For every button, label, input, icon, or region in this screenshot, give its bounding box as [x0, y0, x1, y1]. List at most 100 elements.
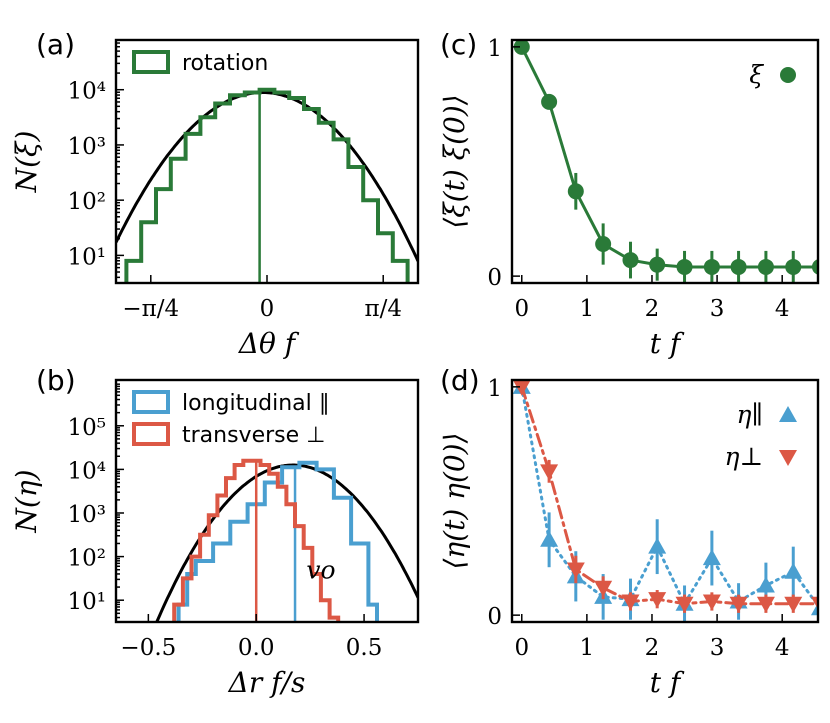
panel-label: (a): [36, 28, 75, 61]
legend-marker: [780, 67, 796, 83]
histogram-transverse ⊥: [172, 458, 341, 622]
y-tick-label: 10²: [68, 189, 107, 215]
y-tick-label: 10⁴: [68, 458, 107, 484]
data-point: [756, 596, 775, 613]
legend-label: transverse ⊥: [182, 423, 325, 448]
panel-3: (c) 0 1 0 1 2 3 4 t f ⟨ξ(t) ξ(0)⟩ ξ: [438, 28, 820, 360]
axes-frame: [510, 378, 820, 624]
x-tick-label: 4: [775, 296, 790, 322]
data-point: [540, 464, 559, 481]
data-point: [540, 530, 559, 547]
data-point: [702, 594, 721, 611]
x-axis-label: t f: [650, 666, 685, 699]
x-tick-label: 2: [645, 635, 660, 661]
x-tick-label: 0.0: [238, 635, 275, 661]
x-tick-label: 0: [514, 296, 529, 322]
data-point: [757, 258, 774, 275]
data-point: [595, 236, 612, 253]
plot-area: [512, 380, 818, 622]
data-point: [649, 256, 666, 273]
data-point: [675, 596, 694, 613]
y-tick-label: 10⁴: [68, 79, 107, 105]
legend-label: η⊥: [725, 442, 764, 471]
x-tick-label: π/4: [364, 296, 402, 322]
x-tick-label: 2: [645, 296, 660, 322]
series-line-η∥: [520, 385, 818, 609]
data-point: [810, 602, 818, 616]
legend-marker: [779, 406, 797, 422]
x-tick-label: 1: [580, 635, 595, 661]
series-line-η⊥: [520, 385, 818, 606]
x-axis-label: Δr f/s: [228, 666, 306, 699]
plot-area: [155, 458, 418, 622]
y-axis-label: ⟨ξ(t) ξ(0)⟩: [438, 94, 471, 228]
series-line-ξ: [520, 45, 818, 269]
gaussian-fit-curve: [116, 91, 418, 262]
y-tick-label: 10³: [68, 134, 107, 160]
y-tick-label: 10⁵: [68, 415, 107, 441]
data-point: [730, 258, 747, 275]
y-tick-label: 10¹: [68, 244, 107, 270]
x-tick-label: −π/4: [122, 296, 179, 322]
data-point: [648, 592, 667, 609]
data-point: [621, 594, 640, 611]
legend-swatch: [132, 390, 170, 414]
x-tick-label: 3: [710, 635, 725, 661]
panel-1: (a) 10¹ 10² 10³ 10⁴ −π/4 0 π/4 Δθ f N(ξ) rotation: [10, 28, 420, 360]
data-point: [567, 183, 584, 200]
data-point: [703, 258, 720, 275]
y-axis-label: N(ξ): [10, 131, 43, 194]
data-point: [784, 562, 803, 579]
panel-4: (d) 0 1 0 1 2 3 4 t f ⟨η(t) η(0)⟩ η∥ η⊥: [438, 364, 820, 699]
vo-annotation: vo: [306, 555, 335, 584]
data-point: [810, 596, 818, 610]
panel-2: (b) 10¹ 10² 10³ 10⁴ 10⁵ −0.5 0.0 0.5 Δr f/s N(η) lo…: [10, 364, 420, 699]
x-axis-label: Δθ f: [238, 327, 300, 360]
data-point: [756, 576, 775, 593]
data-point: [512, 380, 531, 396]
y-tick-label: 10²: [68, 546, 107, 572]
panel-label: (c): [440, 28, 477, 61]
axes-frame: [114, 378, 420, 624]
x-tick-label: 0: [514, 635, 529, 661]
legend-label: η∥: [736, 400, 763, 429]
data-point: [784, 596, 803, 613]
y-axis-label: ⟨η(t) η(0)⟩: [438, 432, 471, 569]
data-point: [785, 258, 802, 275]
x-tick-label: 3: [710, 296, 725, 322]
data-point: [594, 580, 613, 597]
histogram-rotation: [124, 87, 410, 283]
data-point: [648, 537, 667, 554]
y-axis-label: N(η): [10, 469, 43, 533]
axes-frame: [510, 38, 820, 285]
panel-label: (b): [36, 364, 76, 397]
plot-area: [116, 87, 418, 283]
plot-area: [513, 40, 818, 283]
x-tick-label: 1: [580, 296, 595, 322]
panel-label: (d): [440, 364, 480, 397]
legend-swatch: [132, 422, 170, 446]
x-axis-label: t f: [650, 327, 685, 360]
y-tick-label: 10³: [68, 502, 107, 528]
y-tick-label: 0: [487, 265, 502, 291]
legend-swatch: [132, 50, 170, 74]
x-tick-label: −0.5: [120, 635, 176, 661]
data-point: [566, 562, 585, 579]
data-point: [541, 93, 558, 110]
legend-label: longitudinal ∥: [182, 391, 330, 416]
legend-label: ξ: [749, 60, 764, 89]
data-point: [622, 252, 639, 269]
data-point: [729, 596, 748, 613]
data-point: [676, 258, 693, 275]
y-tick-label: 1: [487, 376, 502, 402]
data-point: [811, 259, 818, 275]
y-tick-label: 1: [487, 36, 502, 62]
gaussian-fit-curve: [155, 463, 418, 622]
data-point: [702, 549, 721, 566]
y-tick-label: 10¹: [68, 589, 107, 615]
x-tick-label: 0: [260, 296, 275, 322]
data-point: [513, 40, 530, 55]
x-tick-label: 4: [775, 635, 790, 661]
legend-marker: [779, 450, 797, 466]
